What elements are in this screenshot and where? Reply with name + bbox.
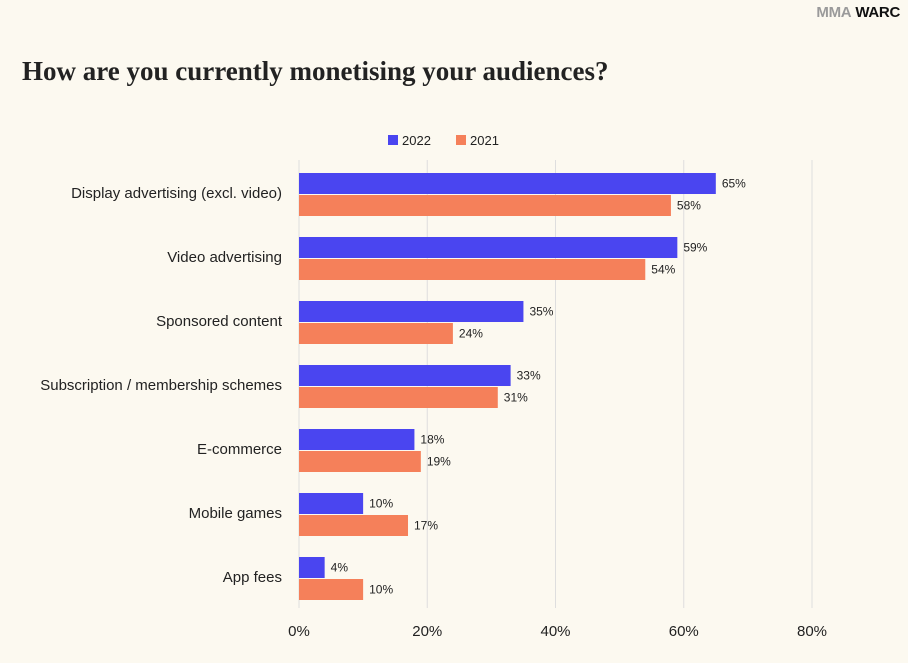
data-label: 24%: [459, 327, 483, 341]
legend-label: 2022: [402, 133, 431, 148]
bar-2022: [299, 557, 325, 578]
x-tick-label: 0%: [288, 623, 310, 640]
data-label: 18%: [420, 433, 444, 447]
bar-2022: [299, 173, 716, 194]
data-label: 31%: [504, 391, 528, 405]
data-label: 59%: [683, 241, 707, 255]
bar-2022: [299, 301, 524, 322]
category-label: App fees: [223, 569, 282, 586]
x-tick-label: 60%: [669, 623, 699, 640]
data-label: 19%: [427, 455, 451, 469]
data-label: 54%: [651, 263, 675, 277]
bar-2021: [299, 451, 421, 472]
data-label: 10%: [369, 583, 393, 597]
warc-logo-text: WARC: [855, 4, 900, 21]
bar-2022: [299, 493, 364, 514]
bar-2022: [299, 429, 415, 450]
x-tick-label: 40%: [540, 623, 570, 640]
bar-2021: [299, 387, 498, 408]
category-label: Subscription / membership schemes: [40, 377, 282, 394]
category-label: Display advertising (excl. video): [71, 185, 282, 202]
chart-title: How are you currently monetising your au…: [22, 56, 609, 86]
legend-swatch-2021: [456, 135, 466, 145]
brand-logo: MMA WARC: [816, 4, 900, 21]
bar-2021: [299, 323, 453, 344]
data-label: 17%: [414, 519, 438, 533]
data-label: 58%: [677, 199, 701, 213]
legend-label: 2021: [470, 133, 499, 148]
x-tick-label: 80%: [797, 623, 827, 640]
bar-2022: [299, 365, 511, 386]
data-label: 35%: [529, 305, 553, 319]
bar-2021: [299, 579, 364, 600]
data-label: 10%: [369, 497, 393, 511]
data-label: 4%: [331, 561, 349, 575]
category-label: Mobile games: [189, 505, 282, 522]
category-label: E-commerce: [197, 441, 282, 458]
x-tick-label: 20%: [412, 623, 442, 640]
bar-2021: [299, 515, 409, 536]
mma-logo-text: MMA: [816, 4, 852, 21]
bar-2021: [299, 259, 646, 280]
bar-2022: [299, 237, 678, 258]
bar-2021: [299, 195, 671, 216]
data-label: 33%: [517, 369, 541, 383]
category-label: Video advertising: [167, 249, 282, 266]
category-label: Sponsored content: [156, 313, 283, 330]
legend-swatch-2022: [388, 135, 398, 145]
data-label: 65%: [722, 177, 746, 191]
